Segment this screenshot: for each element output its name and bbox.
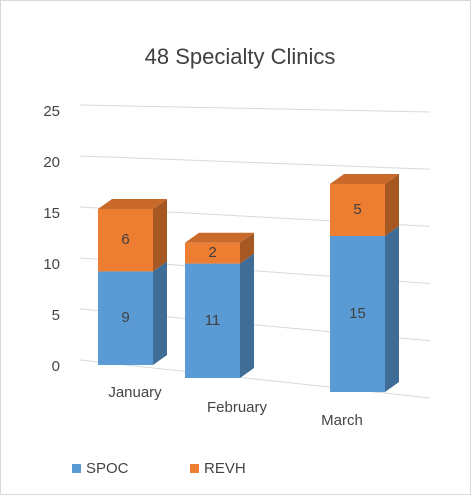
bar-side: [153, 199, 167, 272]
x-tick-label: March: [321, 412, 363, 429]
legend-swatch: [72, 464, 81, 473]
legend-label: SPOC: [86, 460, 129, 477]
grid-line: [79, 104, 431, 113]
legend-swatch: [190, 464, 199, 473]
bar: [185, 253, 254, 378]
bar-side: [240, 232, 254, 264]
bar-front: [98, 209, 153, 272]
bar: [330, 174, 399, 236]
bar-front: [330, 184, 385, 236]
bar-front: [98, 271, 153, 365]
bar-side: [385, 226, 399, 392]
bar: [98, 199, 167, 272]
bar-front: [185, 263, 240, 378]
bar: [330, 226, 399, 392]
x-tick-label: January: [108, 384, 162, 401]
y-tick-label: 10: [43, 256, 60, 273]
data-label: 9: [121, 309, 129, 326]
x-tick-label: February: [207, 399, 268, 416]
grid-line: [79, 155, 431, 170]
y-tick-label: 5: [52, 307, 60, 324]
data-label: 5: [353, 201, 361, 218]
data-label: 6: [121, 231, 129, 248]
bar-top: [185, 232, 254, 243]
bar-front: [185, 242, 240, 264]
bar-top: [98, 199, 167, 209]
bar: [185, 232, 254, 264]
data-label: 11: [205, 312, 221, 329]
bar-side: [385, 174, 399, 236]
bar-side: [153, 261, 167, 365]
y-tick-label: 20: [43, 154, 60, 171]
y-tick-label: 25: [43, 103, 60, 120]
bar-top: [330, 174, 399, 184]
bar: [98, 261, 167, 365]
data-label: 2: [208, 244, 216, 261]
y-tick-label: 15: [43, 205, 60, 222]
bar-front: [330, 236, 385, 392]
y-tick-label: 0: [52, 358, 60, 375]
bar-side: [240, 253, 254, 378]
chart-title: 48 Specialty Clinics: [145, 44, 336, 69]
legend-label: REVH: [204, 460, 246, 477]
data-label: 15: [349, 305, 366, 322]
